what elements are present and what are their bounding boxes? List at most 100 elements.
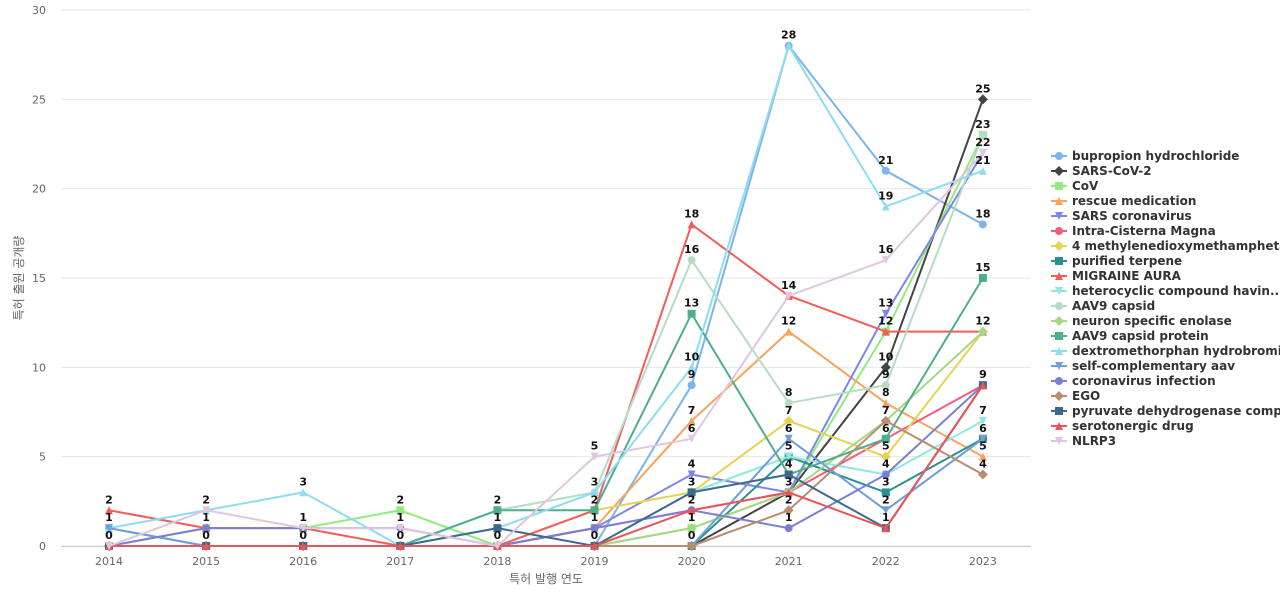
data-point[interactable] bbox=[299, 542, 308, 550]
series-line[interactable] bbox=[108, 384, 984, 547]
legend-marker[interactable] bbox=[1055, 272, 1063, 280]
data-point[interactable] bbox=[978, 434, 987, 443]
data-point[interactable] bbox=[881, 381, 890, 390]
legend-marker[interactable] bbox=[1054, 391, 1064, 401]
legend-item[interactable]: NLRP3 bbox=[1051, 434, 1116, 448]
legend-marker[interactable] bbox=[1055, 197, 1063, 205]
legend-item[interactable]: heterocyclic compound havin... bbox=[1051, 284, 1280, 298]
data-point[interactable] bbox=[299, 524, 308, 533]
data-point[interactable] bbox=[493, 506, 502, 515]
legend-item[interactable]: MIGRAINE AURA bbox=[1051, 269, 1182, 283]
legend-marker[interactable] bbox=[1055, 182, 1063, 190]
data-point[interactable] bbox=[686, 541, 697, 551]
data-point[interactable] bbox=[880, 415, 891, 426]
data-point[interactable] bbox=[978, 416, 987, 425]
series-line[interactable] bbox=[109, 152, 984, 547]
data-point[interactable] bbox=[687, 309, 696, 318]
data-point[interactable] bbox=[202, 542, 211, 550]
data-point[interactable] bbox=[687, 381, 696, 390]
data-point[interactable] bbox=[784, 327, 793, 336]
data-point[interactable] bbox=[783, 415, 794, 426]
legend-item[interactable]: SARS coronavirus bbox=[1051, 209, 1192, 223]
data-point[interactable] bbox=[784, 524, 793, 533]
data-point[interactable] bbox=[590, 488, 599, 497]
legend-item[interactable]: purified terpene bbox=[1051, 254, 1182, 268]
legend-marker[interactable] bbox=[1055, 422, 1063, 430]
legend-item[interactable]: self-complementary aav bbox=[1051, 359, 1235, 373]
legend-item[interactable]: bupropion hydrochloride bbox=[1051, 149, 1239, 163]
legend-item[interactable]: CoV bbox=[1051, 179, 1099, 193]
legend-item[interactable]: 4 methylenedioxymethampheta... bbox=[1051, 239, 1280, 253]
data-point[interactable] bbox=[978, 381, 987, 390]
legend-marker[interactable] bbox=[1055, 362, 1063, 370]
data-point[interactable] bbox=[105, 542, 113, 550]
data-point[interactable] bbox=[978, 220, 987, 229]
data-point[interactable] bbox=[784, 434, 793, 443]
legend-item[interactable]: pyruvate dehydrogenase comp... bbox=[1051, 404, 1280, 418]
data-point[interactable] bbox=[881, 488, 890, 497]
data-point[interactable] bbox=[978, 148, 987, 157]
data-point[interactable] bbox=[202, 506, 211, 515]
series-line[interactable] bbox=[108, 44, 984, 547]
data-point[interactable] bbox=[881, 327, 890, 336]
legend-item[interactable]: neuron specific enolase bbox=[1051, 314, 1232, 328]
legend-item[interactable]: EGO bbox=[1051, 389, 1100, 403]
series-line[interactable] bbox=[108, 152, 984, 547]
data-point[interactable] bbox=[687, 256, 696, 265]
series-line[interactable] bbox=[109, 384, 984, 547]
legend-item[interactable]: serotonergic drug bbox=[1051, 419, 1194, 433]
data-point[interactable] bbox=[784, 291, 793, 300]
legend-marker[interactable] bbox=[1055, 332, 1063, 340]
legend-marker[interactable] bbox=[1054, 241, 1064, 251]
data-point[interactable] bbox=[881, 256, 890, 265]
legend-item[interactable]: SARS-CoV-2 bbox=[1051, 164, 1152, 178]
legend-marker[interactable] bbox=[1055, 227, 1063, 235]
legend-item[interactable]: coronavirus infection bbox=[1051, 374, 1216, 388]
data-point[interactable] bbox=[978, 452, 987, 461]
data-point[interactable] bbox=[881, 399, 890, 408]
data-point[interactable] bbox=[105, 506, 113, 515]
data-point[interactable] bbox=[687, 488, 696, 497]
data-point[interactable] bbox=[493, 542, 502, 550]
data-point[interactable] bbox=[881, 166, 890, 175]
data-point[interactable] bbox=[880, 451, 891, 462]
data-point[interactable] bbox=[978, 131, 987, 140]
data-point[interactable] bbox=[977, 469, 988, 480]
series-line[interactable] bbox=[109, 384, 984, 547]
legend-item[interactable]: AAV9 capsid bbox=[1051, 299, 1155, 313]
legend-marker[interactable] bbox=[1055, 212, 1063, 220]
legend-item[interactable]: AAV9 capsid protein bbox=[1051, 329, 1209, 343]
legend-marker[interactable] bbox=[1055, 407, 1063, 415]
data-point[interactable] bbox=[687, 470, 696, 479]
legend-item[interactable]: dextromethorphan hydrobromide bbox=[1051, 344, 1280, 358]
data-point[interactable] bbox=[783, 505, 794, 516]
data-point[interactable] bbox=[687, 434, 696, 443]
data-point[interactable] bbox=[881, 309, 890, 318]
legend-marker[interactable] bbox=[1055, 287, 1063, 295]
series-line[interactable] bbox=[109, 330, 984, 547]
data-point[interactable] bbox=[978, 166, 987, 175]
series-line[interactable] bbox=[109, 384, 984, 547]
data-point[interactable] bbox=[590, 452, 599, 461]
legend-marker[interactable] bbox=[1055, 257, 1063, 265]
data-point[interactable] bbox=[977, 326, 988, 337]
data-point[interactable] bbox=[493, 524, 502, 533]
data-point[interactable] bbox=[881, 434, 890, 443]
legend-marker[interactable] bbox=[1054, 316, 1064, 326]
data-point[interactable] bbox=[590, 524, 599, 533]
legend-marker[interactable] bbox=[1055, 347, 1063, 355]
data-point[interactable] bbox=[784, 470, 793, 479]
legend-marker[interactable] bbox=[1055, 377, 1063, 385]
data-point[interactable] bbox=[978, 274, 987, 282]
series-line[interactable] bbox=[108, 44, 984, 547]
data-point[interactable] bbox=[687, 416, 696, 425]
legend-marker[interactable] bbox=[1055, 437, 1063, 445]
data-point[interactable] bbox=[105, 524, 113, 533]
data-point[interactable] bbox=[202, 524, 211, 533]
data-point[interactable] bbox=[784, 488, 793, 497]
data-point[interactable] bbox=[881, 470, 890, 479]
data-point[interactable] bbox=[396, 524, 405, 533]
legend-marker[interactable] bbox=[1055, 152, 1063, 160]
data-point[interactable] bbox=[590, 506, 599, 515]
data-point[interactable] bbox=[977, 94, 988, 105]
